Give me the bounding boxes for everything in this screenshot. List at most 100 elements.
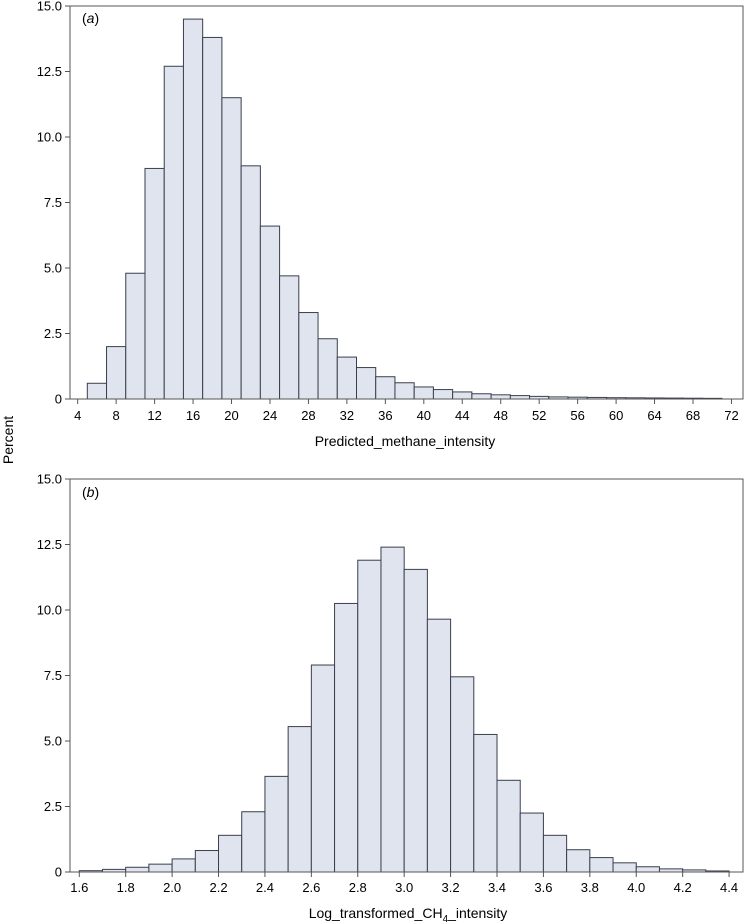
y-tick-label: 5.0 [44,261,62,276]
y-tick-label: 0 [55,865,62,880]
histogram-bar [163,65,184,400]
histogram-bar [240,165,261,400]
histogram-bar [452,391,473,400]
histogram-bar [264,775,289,873]
bars-b [78,546,730,873]
y-tick-label: 5.0 [44,734,62,749]
x-tick-label: 32 [340,408,354,423]
y-tick-label: 12.5 [37,537,62,552]
histogram-bar [375,376,396,400]
histogram-bar [259,225,281,400]
histogram-bar [317,338,338,400]
histogram-bar [148,863,173,873]
histogram-bar [218,834,243,873]
histogram-bar [125,866,150,873]
histogram-bar [221,97,242,400]
x-tick-label: 72 [724,408,738,423]
y-tick-label: 15.0 [37,0,62,14]
x-tick-label: 1.8 [117,880,135,895]
histogram-bar [287,726,312,873]
histogram-bar [612,862,637,873]
histogram-bar [125,272,146,400]
histogram-bar [194,850,220,873]
x-tick-label: 3.6 [534,880,552,895]
x-tick-label: 28 [301,408,315,423]
y-ticks-a: 0 2.5 5.0 7.5 10.0 12.5 15.0 [37,0,70,407]
x-tick-label: 2.2 [209,880,227,895]
x-tick-label: 4 [74,408,81,423]
y-tick-label: 12.5 [37,64,62,79]
x-tick-label: 20 [224,408,238,423]
x-tick-label: 4.0 [627,880,645,895]
histogram-bar [566,849,591,873]
x-tick-label: 44 [455,408,469,423]
histogram-panel-b: 0 2.5 5.0 7.5 10.0 12.5 15.0 1.6 1.8 2.0 2.2 2.4 2.… [37,472,744,924]
histogram-bar [279,275,300,400]
x-tick-label: 3.8 [581,880,599,895]
y-tick-label: 7.5 [44,195,62,210]
histogram-bar [450,676,475,873]
histogram-bar [241,811,266,873]
y-tick-label: 0 [55,392,62,407]
x-tick-label: 24 [263,408,277,423]
x-tick-label: 4.2 [674,880,692,895]
histogram-bar [182,18,204,400]
histogram-bar [542,834,568,873]
histogram-bar [473,733,498,873]
x-tick-label: 68 [686,408,700,423]
y-tick-label: 15.0 [37,472,62,487]
y-tick-label: 10.0 [37,603,62,618]
x-tick-label: 4.4 [720,880,738,895]
x-tick-label: 2.4 [256,880,274,895]
x-axis-title-a: Predicted_methane_intensity [315,433,496,449]
histogram-bar [310,664,336,873]
histogram-bar [496,779,521,873]
y-tick-label: 2.5 [44,326,62,341]
histogram-bar [357,559,382,873]
y-axis-title: Percent [0,416,16,464]
x-tick-label: 12 [147,408,161,423]
x-ticks-a: 4 8 12 16 20 24 28 32 36 40 44 48 52 56 60 64 68 72 [74,399,739,423]
histogram-bar [471,393,492,400]
x-tick-label: 60 [609,408,623,423]
y-tick-label: 10.0 [37,130,62,145]
histogram-bar [298,312,319,400]
x-tick-label: 40 [417,408,431,423]
histogram-bar [413,386,434,400]
histogram-bar [394,382,415,400]
y-tick-label: 7.5 [44,668,62,683]
x-ticks-b: 1.6 1.8 2.0 2.2 2.4 2.6 2.8 3.0 3.2 3.4 3.6 3.8 4.0 4… [70,872,738,895]
histogram-bar [144,167,165,400]
x-tick-label: 3.2 [442,880,460,895]
y-tick-label: 2.5 [44,799,62,814]
x-tick-label: 16 [186,408,200,423]
histogram-bar [403,568,428,873]
histogram-bar [336,356,358,400]
x-tick-label: 36 [378,408,392,423]
histogram-bar [509,395,531,400]
x-tick-label: 2.8 [349,880,367,895]
x-tick-label: 64 [647,408,661,423]
x-tick-label: 56 [570,408,584,423]
histogram-bar [519,812,544,873]
y-ticks-b: 0 2.5 5.0 7.5 10.0 12.5 15.0 [37,472,70,880]
x-tick-label: 48 [493,408,507,423]
histogram-bar [86,382,108,400]
x-tick-label: 1.6 [70,880,88,895]
histogram-bar [380,546,405,873]
histogram-bar [334,602,359,873]
bars-a [86,18,723,400]
x-tick-label: 2.0 [163,880,181,895]
histogram-bar [202,36,223,400]
histogram-bar [589,857,614,873]
panel-label-b: (b) [82,484,99,500]
x-tick-label: 8 [113,408,120,423]
x-tick-label: 52 [532,408,546,423]
histogram-bar [432,389,454,400]
histogram-bar [356,367,377,400]
histogram-bar [426,618,452,873]
x-axis-title-b: Log_transformed_CH4_intensity [309,905,508,924]
panel-label-a: (a) [82,10,99,26]
histogram-bar [490,394,511,400]
